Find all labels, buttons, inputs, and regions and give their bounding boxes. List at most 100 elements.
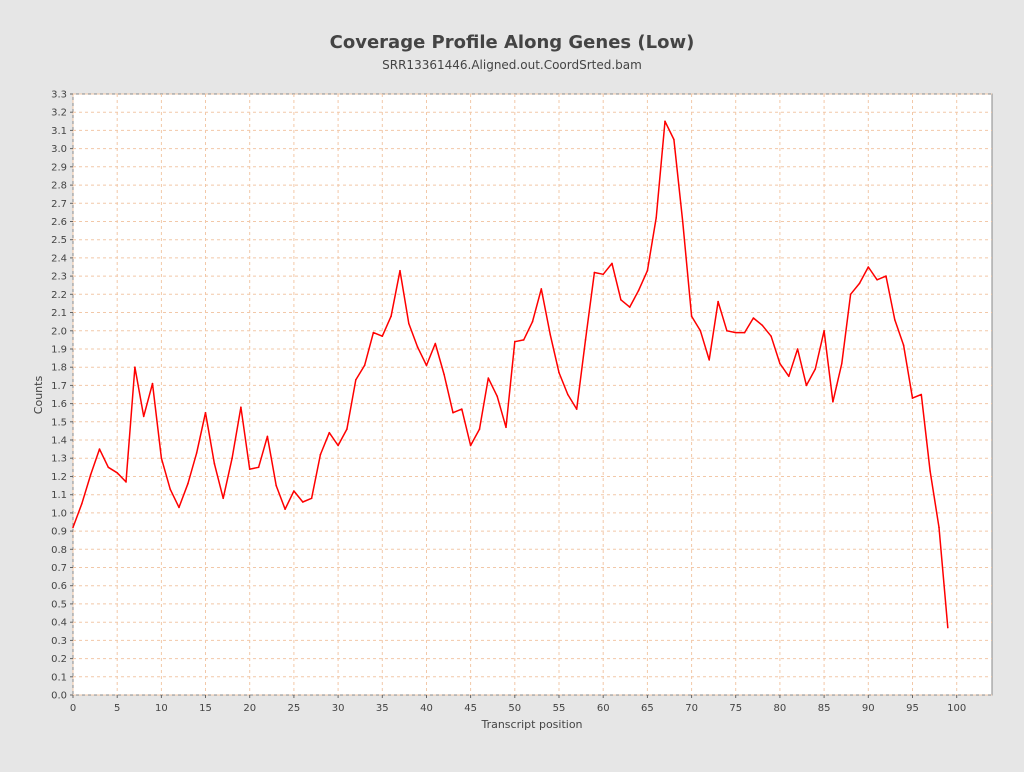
y-tick-label: 0.0 [51, 691, 67, 702]
data-point [257, 466, 260, 469]
chart-title: Coverage Profile Along Genes (Low) [330, 32, 695, 53]
x-tick-label: 45 [464, 703, 477, 714]
data-point [487, 377, 490, 379]
data-point [770, 335, 772, 338]
data-point [293, 490, 295, 492]
data-point [549, 333, 551, 336]
x-tick-label: 65 [641, 703, 654, 714]
data-point [832, 401, 834, 403]
data-point [496, 395, 499, 398]
data-point [531, 320, 534, 323]
data-point [469, 444, 472, 447]
data-point [204, 411, 207, 414]
x-tick-label: 10 [155, 703, 168, 714]
y-tick-label: 1.8 [51, 363, 67, 374]
y-tick-label: 2.1 [51, 308, 67, 319]
data-point [381, 335, 384, 338]
x-tick-label: 20 [243, 703, 256, 714]
data-point [646, 269, 649, 272]
y-tick-label: 0.4 [51, 618, 67, 629]
data-point [849, 293, 852, 296]
y-tick-label: 3.1 [51, 126, 67, 137]
y-tick-label: 2.9 [51, 162, 67, 173]
data-point [72, 526, 74, 529]
data-point [726, 330, 728, 332]
x-tick-label: 70 [685, 703, 698, 714]
y-tick-label: 1.6 [51, 399, 67, 410]
y-tick-label: 1.1 [51, 490, 67, 501]
data-point [195, 452, 198, 454]
data-point [478, 428, 481, 430]
data-point [779, 362, 781, 365]
data-point [752, 317, 755, 319]
data-point [461, 408, 463, 410]
data-point [929, 470, 931, 472]
data-point [788, 375, 790, 378]
data-point [584, 339, 587, 341]
data-point [434, 342, 437, 345]
data-point [540, 288, 543, 290]
data-point [841, 362, 843, 365]
y-axis: 0.0 0.1 0.2 0.3 0.4 0.5 0.6 0.7 0.8 0.9 1.0 1.1 1.2 1… [51, 90, 73, 702]
data-point [390, 315, 392, 318]
data-point [169, 488, 171, 491]
data-point [708, 359, 710, 361]
x-tick-label: 60 [597, 703, 610, 714]
data-point [894, 319, 896, 321]
y-tick-label: 2.6 [51, 217, 67, 228]
data-point [593, 271, 596, 274]
data-point [399, 269, 401, 272]
data-point [805, 384, 808, 387]
data-point [160, 457, 163, 460]
x-tick-label: 100 [947, 703, 966, 714]
x-tick-label: 85 [818, 703, 831, 714]
y-tick-label: 1.7 [51, 381, 67, 392]
y-tick-label: 2.8 [51, 181, 67, 192]
data-point [125, 481, 127, 483]
x-tick-label: 40 [420, 703, 433, 714]
data-point [416, 346, 419, 348]
plot-area [72, 93, 993, 696]
x-tick-label: 5 [114, 703, 120, 714]
data-point [231, 457, 233, 460]
data-point [302, 501, 304, 503]
y-tick-label: 0.5 [51, 599, 67, 610]
data-point [637, 289, 640, 292]
x-tick-label: 80 [774, 703, 787, 714]
data-point [655, 217, 657, 219]
y-tick-label: 3.0 [51, 144, 67, 155]
y-tick-label: 1.9 [51, 345, 67, 356]
data-point [690, 315, 693, 318]
data-point [611, 262, 613, 265]
data-point [355, 379, 357, 381]
data-point [876, 279, 878, 281]
data-point [514, 340, 516, 343]
data-point [938, 526, 940, 529]
data-point [734, 331, 737, 334]
x-tick-label: 0 [70, 703, 76, 714]
y-tick-label: 2.5 [51, 235, 67, 246]
data-point [761, 324, 764, 327]
data-point [575, 408, 578, 410]
x-tick-label: 90 [862, 703, 875, 714]
data-point [920, 393, 923, 396]
data-point [310, 497, 313, 500]
data-point [567, 393, 569, 396]
y-tick-label: 0.7 [51, 563, 67, 574]
data-point [814, 368, 817, 370]
x-axis: 0 5 10 15 20 25 30 35 40 45 50 55 60 65 70 75 80 85 90 95 10… [70, 695, 966, 714]
data-point [867, 266, 870, 268]
y-tick-label: 1.3 [51, 454, 67, 465]
y-tick-label: 2.7 [51, 199, 67, 210]
x-tick-label: 25 [288, 703, 301, 714]
series-group [72, 120, 949, 629]
data-point [178, 506, 180, 509]
data-point [858, 282, 861, 285]
data-point [902, 344, 905, 347]
data-point [911, 397, 914, 399]
y-tick-label: 1.4 [51, 436, 67, 447]
data-point [319, 453, 322, 456]
x-tick-label: 30 [332, 703, 345, 714]
data-point [425, 364, 428, 367]
